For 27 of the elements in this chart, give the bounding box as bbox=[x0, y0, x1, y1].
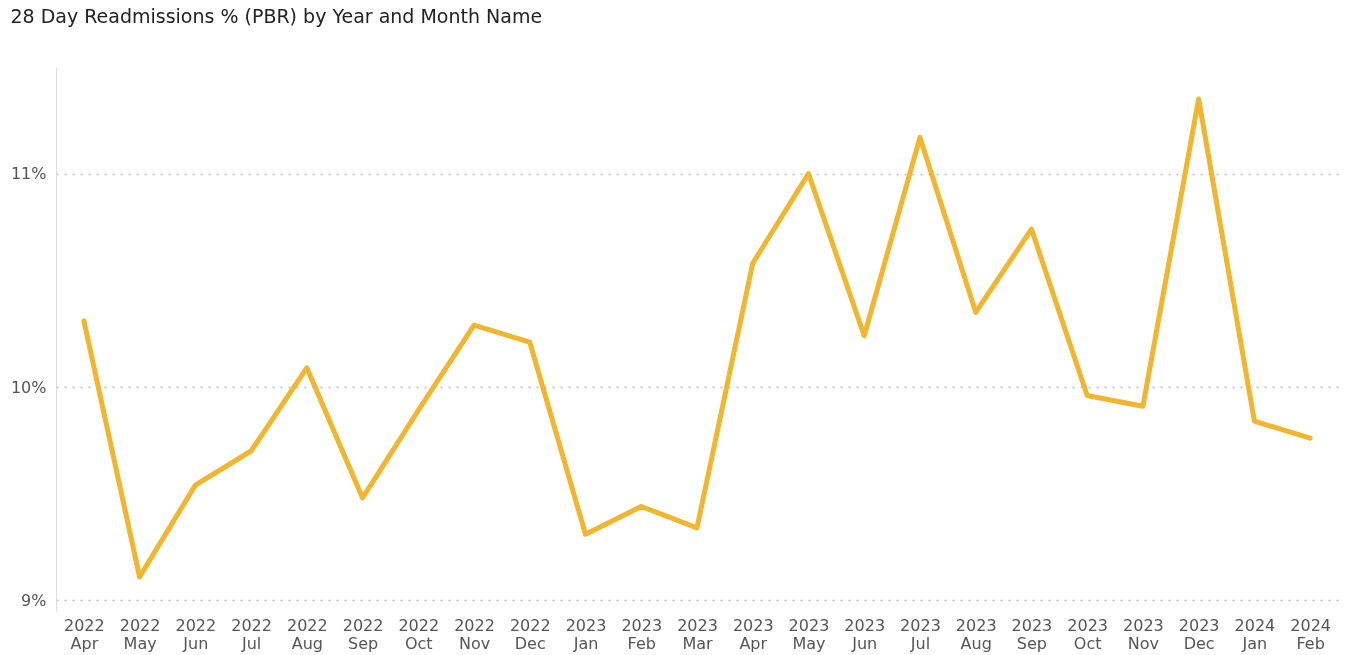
x-tick-label: 2022 Nov bbox=[454, 615, 495, 653]
x-tick-label: 2024 Feb bbox=[1290, 615, 1331, 653]
y-tick-label: 11% bbox=[10, 164, 47, 184]
x-tick-label: 2023 Nov bbox=[1123, 615, 1164, 653]
y-tick-label: 9% bbox=[21, 590, 47, 610]
x-tick-label: 2022 Aug bbox=[286, 615, 328, 653]
x-tick-label: 2022 May bbox=[119, 615, 161, 653]
x-tick-label: 2022 Oct bbox=[398, 615, 440, 653]
x-tick-label: 2023 May bbox=[788, 615, 830, 653]
x-tick-label: 2023 Apr bbox=[732, 615, 774, 653]
x-tick-label: 2022 Jul bbox=[231, 615, 272, 653]
x-tick-label: 2022 Jun bbox=[175, 615, 217, 653]
x-tick-label: 2022 Sep bbox=[342, 615, 384, 653]
x-tick-label: 2023 Jul bbox=[900, 615, 941, 653]
x-tick-label: 2023 Aug bbox=[955, 615, 997, 653]
x-tick-label: 2023 Jan bbox=[565, 615, 607, 653]
y-tick-label: 10% bbox=[10, 377, 47, 397]
x-tick-label: 2023 Mar bbox=[677, 615, 718, 653]
x-tick-label: 2023 Feb bbox=[621, 615, 663, 653]
x-tick-label: 2023 Sep bbox=[1011, 615, 1053, 653]
x-tick-label: 2023 Jun bbox=[844, 615, 886, 653]
x-tick-label: 2023 Dec bbox=[1178, 615, 1220, 653]
x-tick-label: 2022 Dec bbox=[509, 615, 551, 653]
x-tick-label: 2024 Jan bbox=[1234, 615, 1276, 653]
x-tick-label: 2023 Oct bbox=[1067, 615, 1109, 653]
x-tick-label: 2022 Apr bbox=[64, 615, 105, 653]
chart-title: 28 Day Readmissions % (PBR) by Year and Month Name bbox=[10, 5, 543, 27]
